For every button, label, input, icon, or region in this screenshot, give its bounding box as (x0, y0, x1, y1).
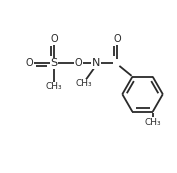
Text: O: O (50, 34, 58, 44)
Text: N: N (92, 58, 100, 68)
Text: O: O (74, 58, 82, 68)
Text: O: O (113, 34, 121, 44)
Text: O: O (25, 58, 33, 68)
Text: CH₃: CH₃ (76, 79, 93, 88)
Text: CH₃: CH₃ (46, 82, 62, 91)
Text: CH₃: CH₃ (144, 118, 161, 127)
Text: S: S (51, 58, 58, 68)
